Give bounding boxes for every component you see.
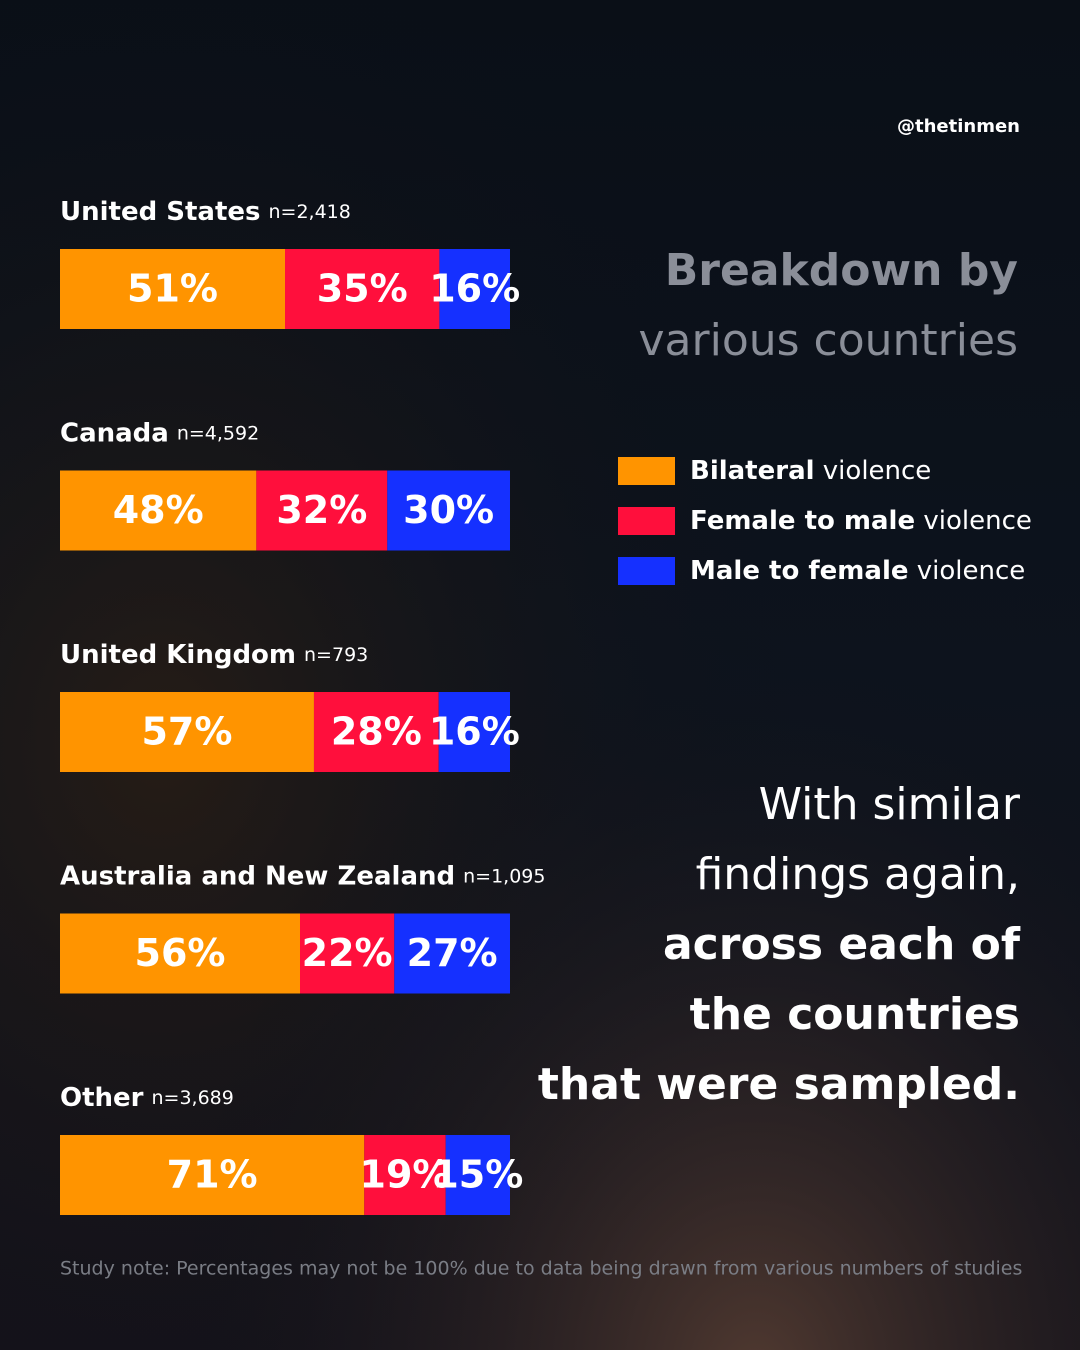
chart-title: Breakdown by [665, 245, 1018, 296]
legend-label-rest: violence [815, 456, 932, 486]
category-label: United Kingdom n=793 [60, 640, 368, 670]
annotation: findings again, [696, 849, 1020, 900]
legend-label-strong: Bilateral [690, 456, 815, 486]
value-label: 48% [113, 488, 204, 532]
legend-label: Bilateral violence [690, 456, 931, 486]
value-label: 22% [302, 931, 393, 975]
chart-title: various countries [639, 315, 1018, 366]
sample-size: n=3,689 [152, 1087, 234, 1109]
sample-size: n=1,095 [463, 865, 545, 887]
bar-segment [445, 1135, 510, 1215]
category-name: United States [60, 197, 261, 227]
value-label: 19% [360, 1153, 451, 1197]
bar-segment [438, 692, 510, 772]
value-label: 71% [167, 1153, 258, 1197]
legend-label: Male to female violence [690, 556, 1025, 586]
sample-size: n=2,418 [269, 201, 351, 223]
category-label: Canada n=4,592 [60, 418, 259, 448]
handle: @thetinmen [897, 116, 1020, 137]
category-label: Other n=3,689 [60, 1083, 234, 1113]
value-label: 16% [429, 267, 520, 311]
legend-label-rest: violence [915, 506, 1032, 536]
note: Study note: Percentages may not be 100% … [60, 1258, 1022, 1280]
bar-segment [285, 249, 440, 329]
annotation: the countries [690, 989, 1020, 1040]
value-label: 35% [317, 267, 408, 311]
bar-segment [387, 470, 510, 551]
bar-segment [60, 913, 300, 994]
value-label: 57% [141, 710, 232, 754]
annotation: With similar [759, 779, 1021, 830]
annotation: across each of [663, 919, 1021, 970]
bar-segment [394, 913, 510, 994]
value-label: 51% [127, 267, 218, 311]
legend-label-strong: Male to female [690, 556, 909, 586]
value-label: 32% [276, 488, 367, 532]
bar-segment [60, 1135, 365, 1215]
category-label: United States n=2,418 [60, 197, 351, 227]
legend-label-rest: violence [909, 556, 1026, 586]
value-label: 56% [135, 931, 226, 975]
bar-segment [364, 1135, 446, 1215]
bar-segment [60, 692, 314, 772]
bar-segment [300, 913, 395, 994]
bar-segment [313, 692, 439, 772]
bar-segment [60, 470, 257, 551]
value-label: 27% [407, 931, 498, 975]
category-name: Canada [60, 418, 169, 448]
value-label: 15% [432, 1153, 523, 1197]
value-label: 30% [403, 488, 494, 532]
category-name: United Kingdom [60, 640, 296, 670]
category-label: Australia and New Zealand n=1,095 [60, 861, 545, 891]
legend-label-strong: Female to male [690, 506, 915, 536]
annotation: that were sampled. [538, 1059, 1020, 1110]
legend-label: Female to male violence [690, 506, 1032, 536]
bar-segment [256, 470, 388, 551]
bar-segment [60, 249, 285, 329]
sample-size: n=4,592 [177, 422, 259, 444]
legend-swatch [618, 457, 675, 485]
value-label: 28% [331, 710, 422, 754]
category-name: Australia and New Zealand [60, 861, 455, 891]
legend-swatch [618, 507, 675, 535]
legend-swatch [618, 557, 675, 585]
value-label: 16% [429, 710, 520, 754]
bar-segment [439, 249, 510, 329]
category-name: Other [60, 1083, 144, 1113]
sample-size: n=793 [304, 644, 368, 666]
